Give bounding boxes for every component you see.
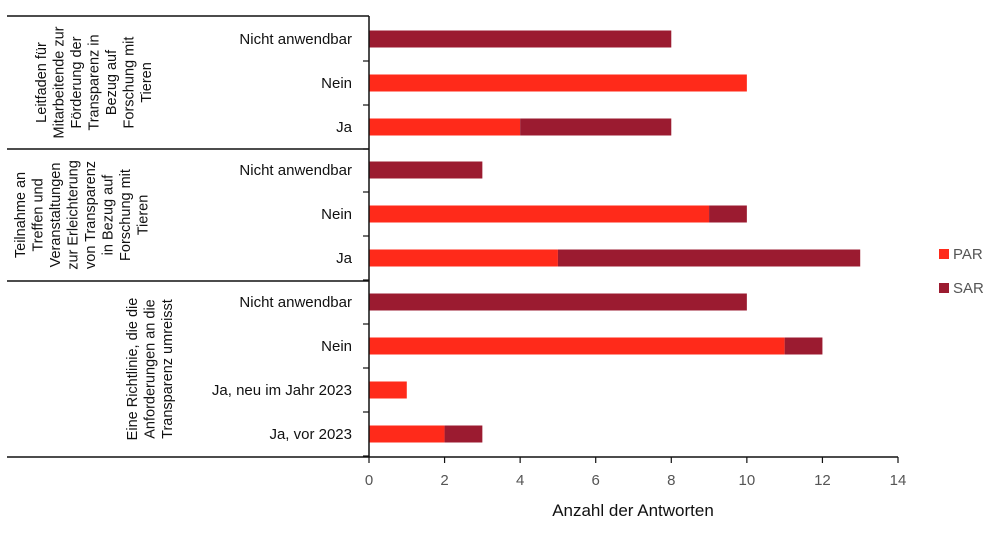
group-label-line: Eine Richtlinie, die die (125, 298, 141, 441)
group-label: Eine Richtlinie, die die Anforderungen an… (125, 298, 176, 441)
group-label-line: Veranstaltungen (48, 163, 64, 268)
group-labels: Leitfaden für Mitarbeitende zur Förderung … (13, 26, 176, 440)
axes (363, 16, 898, 458)
bar-sar (444, 425, 483, 443)
category-label: Nicht anwendbar (239, 31, 352, 48)
x-tick-label: 6 (592, 472, 600, 489)
x-tick-label: 2 (440, 472, 448, 489)
group-label-line: von Transparenz (83, 161, 99, 269)
x-tick-label: 10 (739, 472, 756, 489)
legend: PAR SAR (939, 246, 984, 297)
bar-sar (520, 118, 672, 136)
group-label-line: Transparenz in (87, 34, 103, 130)
category-label: Nicht anwendbar (239, 294, 352, 311)
category-label: Ja (336, 119, 353, 136)
legend-swatch-sar (939, 283, 949, 293)
bar-par (369, 74, 747, 92)
category-label: Ja (336, 250, 353, 267)
group-label-line: Bezug auf (104, 49, 120, 115)
bars (369, 30, 861, 443)
group-label-line: Tieren (136, 195, 152, 236)
category-label: Ja, neu im Jahr 2023 (212, 382, 352, 399)
group-label-line: zur Erleichterung (66, 160, 82, 270)
category-label: Nein (321, 75, 352, 92)
group-label-line: Anforderungen an die (143, 299, 159, 438)
bar-par (369, 118, 521, 136)
x-tick-label: 14 (890, 472, 907, 489)
bar-par (369, 337, 785, 355)
group-label: Teilnahme an Treffen und Veranstaltungen zu… (13, 160, 152, 270)
x-tick-label: 12 (814, 472, 831, 489)
bar-par (369, 249, 558, 267)
x-axis-title: Anzahl der Antworten (552, 501, 714, 520)
x-tick-label: 4 (516, 472, 524, 489)
category-label: Nicht anwendbar (239, 162, 352, 179)
x-tick-label: 0 (365, 472, 373, 489)
bar-sar (784, 337, 823, 355)
group-dividers (7, 15, 369, 458)
bar-par (369, 425, 445, 443)
bar-par (369, 381, 407, 399)
category-label: Ja, vor 2023 (269, 426, 352, 443)
group-label-line: Leitfaden für (34, 42, 50, 123)
group-label-line: Teilnahme an (13, 172, 29, 258)
category-label: Nein (321, 338, 352, 355)
bar-par (369, 205, 710, 223)
group-label-line: Forschung mit (122, 37, 138, 129)
group-label: Leitfaden für Mitarbeitende zur Förderung … (34, 26, 155, 138)
bar-sar (557, 249, 861, 267)
group-label-line: Treffen und (31, 178, 47, 251)
category-labels: Nicht anwendbar Nein Ja Nicht anwendbar Nein… (212, 31, 353, 443)
group-label-line: Förderung der (69, 36, 85, 128)
group-label-line: in Bezug auf (101, 174, 117, 256)
group-label-line: Transparenz umreisst (160, 299, 176, 439)
bar-sar (709, 205, 747, 223)
legend-label-par: PAR (953, 246, 983, 263)
category-label: Nein (321, 206, 352, 223)
x-tick-label: 8 (667, 472, 675, 489)
x-ticks: 0 2 4 6 8 10 12 14 (365, 457, 907, 489)
group-label-line: Mitarbeitende zur (52, 26, 68, 138)
group-label-line: Forschung mit (118, 169, 134, 261)
legend-swatch-par (939, 249, 949, 259)
bar-sar (369, 293, 747, 311)
bar-sar (369, 161, 483, 179)
group-label-line: Tieren (139, 62, 155, 103)
legend-label-sar: SAR (953, 280, 984, 297)
bar-sar (369, 30, 672, 48)
